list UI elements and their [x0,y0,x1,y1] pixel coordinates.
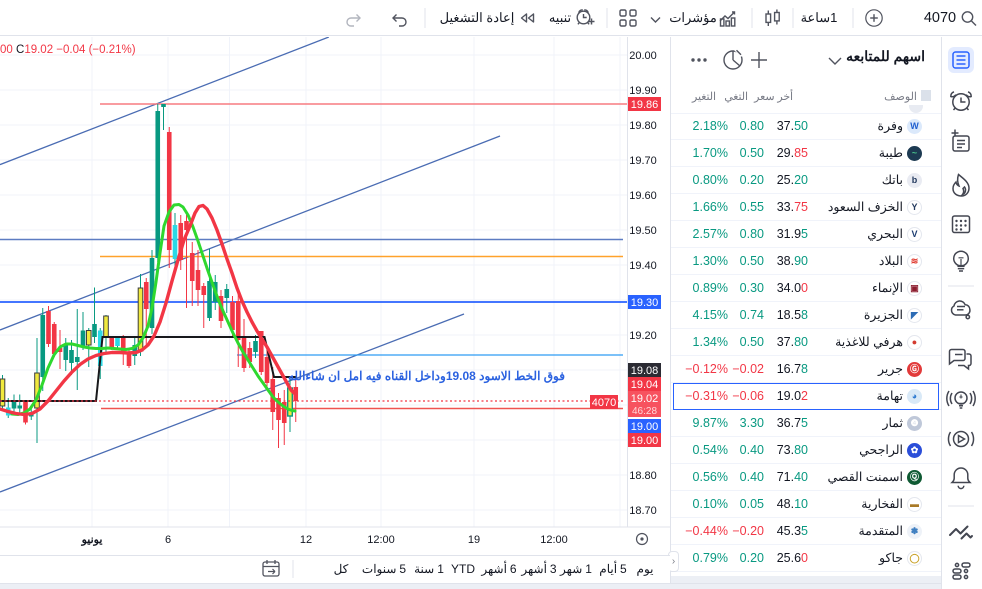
svg-text:19.70: 19.70 [629,155,657,167]
svg-text:19.00: 19.00 [631,421,659,433]
svg-text:19.20: 19.20 [629,330,657,342]
svg-text:التغير: التغير [691,91,716,103]
svg-text:19.40: 19.40 [629,260,657,272]
svg-text:19.00: 19.00 [631,435,659,447]
svg-text:19.30: 19.30 [631,297,659,309]
svg-text:19.60: 19.60 [629,190,657,202]
svg-text:19.04: 19.04 [631,379,659,391]
svg-text:12:00: 12:00 [367,534,395,546]
svg-text:أخر سعر: أخر سعر [753,89,793,103]
svg-text:46:28: 46:28 [632,406,657,417]
svg-text:19.08: 19.08 [631,365,659,377]
svg-text:12: 12 [300,534,312,546]
svg-text:00 C19.02 −0.04 (−0.21%): 00 C19.02 −0.04 (−0.21%) [0,44,136,56]
svg-text:19.90: 19.90 [629,85,657,97]
svg-text:19.02: 19.02 [631,393,659,405]
svg-text:12:00: 12:00 [540,534,568,546]
svg-text:18.70: 18.70 [629,505,657,517]
svg-text:19.80: 19.80 [629,120,657,132]
svg-text:4070: 4070 [592,397,616,409]
svg-text:19.50: 19.50 [629,225,657,237]
svg-text:التغي: التغي [724,91,748,103]
svg-text:يونيو: يونيو [81,534,103,546]
svg-text:الوصف: الوصف [884,91,917,103]
svg-text:20.00: 20.00 [629,50,657,62]
svg-text:6: 6 [165,534,171,546]
svg-text:18.80: 18.80 [629,470,657,482]
svg-text:19.86: 19.86 [631,99,659,111]
svg-text:19: 19 [468,534,480,546]
